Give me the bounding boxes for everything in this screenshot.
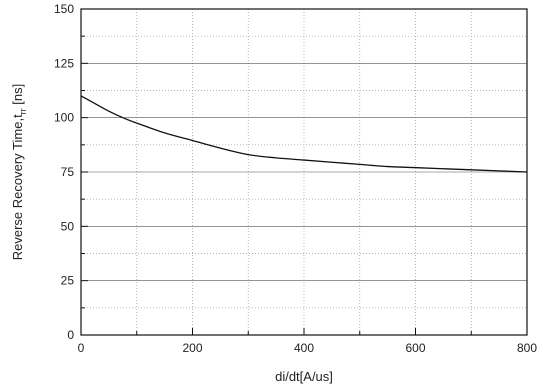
x-tick-label: 800 (517, 341, 537, 355)
x-tick-label: 600 (405, 341, 425, 355)
y-axis-label: Reverse Recovery Time,trr [ns] (10, 84, 28, 261)
grid (81, 9, 527, 335)
y-axis-label-subscript: rr (18, 108, 28, 114)
y-tick-label: 125 (54, 56, 74, 70)
y-tick-label: 25 (61, 274, 75, 288)
y-tick-label: 0 (67, 328, 74, 342)
axis-ticks (80, 8, 528, 336)
series-group (80, 95, 528, 173)
x-tick-label: 200 (182, 341, 202, 355)
x-axis-label: di/dt[A/us] (275, 369, 333, 384)
y-tick-label: 50 (61, 219, 75, 233)
y-tick-label: 150 (54, 2, 74, 16)
y-tick-labels: 0 25 50 75 100 125 150 (54, 2, 74, 342)
y-tick-label: 100 (54, 111, 74, 125)
plot-frame (80, 8, 528, 336)
x-tick-label: 400 (294, 341, 314, 355)
series-line (80, 95, 528, 173)
y-axis-label-unit: [ns] (10, 84, 25, 109)
y-axis-label-main: Reverse Recovery Time,t (10, 114, 25, 260)
y-tick-label: 75 (61, 165, 75, 179)
x-tick-label: 0 (78, 341, 85, 355)
x-tick-labels: 0 200 400 600 800 (78, 341, 538, 355)
